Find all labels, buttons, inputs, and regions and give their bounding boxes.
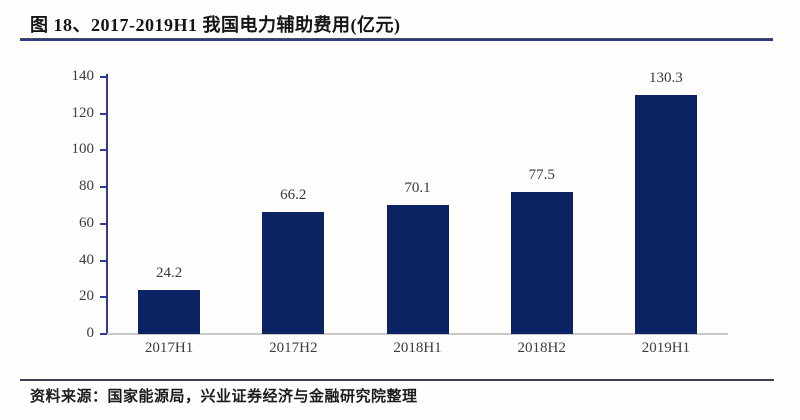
bar-value-label: 24.2 [155, 264, 183, 281]
y-axis-line [106, 74, 108, 335]
y-axis-tick [100, 259, 107, 262]
y-axis-tick-label: 120 [71, 104, 95, 121]
y-axis-tick-label: 60 [79, 215, 94, 232]
y-axis-tick [100, 149, 107, 152]
x-axis-category-label: 2017H2 [269, 340, 318, 356]
x-axis-category-label: 2017H1 [144, 340, 194, 356]
plot-area: 0 20 40 60 80 100 120 140 24.2 2017H1 66.2 2017H2 70… [72, 69, 728, 356]
bar-value-label: 130.3 [649, 69, 683, 86]
y-axis-tick-label: 100 [71, 141, 95, 158]
bar [386, 205, 449, 334]
bar-value-label: 77.5 [528, 166, 555, 183]
y-axis-tick [100, 222, 107, 225]
y-axis-tick-label: 40 [79, 251, 94, 268]
y-axis-tick-label: 140 [71, 68, 95, 85]
bar [510, 191, 573, 334]
bar-value-label: 66.2 [280, 187, 307, 204]
bar [138, 289, 201, 334]
y-axis-tick [100, 112, 107, 115]
y-axis-tick [100, 186, 107, 189]
y-axis-tick [100, 76, 107, 78]
x-axis-baseline [107, 333, 728, 335]
y-axis-tick [100, 333, 107, 335]
y-axis-tick [100, 296, 107, 299]
y-axis-tick-label: 80 [79, 178, 94, 195]
x-axis-category-label: 2019H1 [641, 340, 691, 356]
source-text: 资料来源：国家能源局，兴业证券经济与金融研究院整理 [30, 389, 418, 405]
x-axis-category-label: 2018H2 [517, 340, 566, 356]
y-axis-tick-label: 0 [86, 325, 95, 342]
title-divider [20, 38, 773, 41]
bar [634, 94, 697, 334]
source-divider [20, 379, 774, 381]
y-axis-tick-label: 20 [79, 288, 94, 305]
x-axis-category-label: 2018H1 [393, 340, 442, 356]
bar [262, 212, 325, 334]
bar-value-label: 70.1 [404, 180, 431, 197]
chart-title: 图 18、2017-2019H1 我国电力辅助费用(亿元) [30, 15, 401, 35]
